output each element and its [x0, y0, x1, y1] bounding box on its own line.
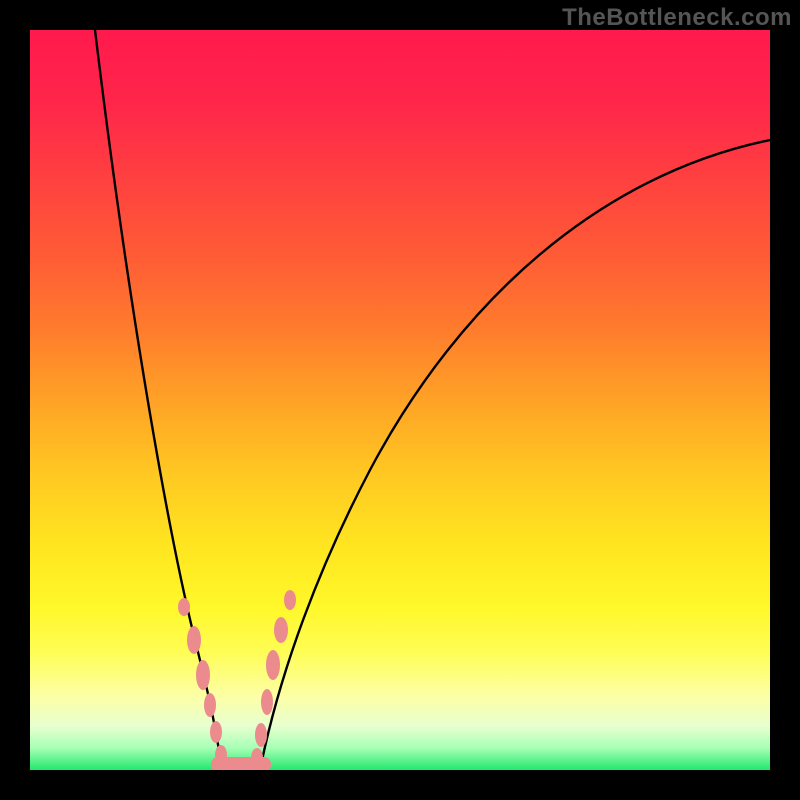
marker-point: [255, 723, 267, 747]
marker-point: [274, 617, 288, 643]
marker-point: [266, 650, 280, 680]
bottleneck-chart: [0, 0, 800, 800]
chart-container: TheBottleneck.com: [0, 0, 800, 800]
marker-point: [178, 598, 190, 616]
marker-point: [187, 626, 201, 654]
marker-point: [261, 689, 273, 715]
gradient-background: [30, 30, 770, 770]
marker-point: [196, 660, 210, 690]
marker-point: [210, 721, 222, 743]
marker-capsule: [211, 757, 271, 772]
watermark-text: TheBottleneck.com: [562, 4, 792, 32]
marker-point: [284, 590, 296, 610]
marker-point: [204, 693, 216, 717]
